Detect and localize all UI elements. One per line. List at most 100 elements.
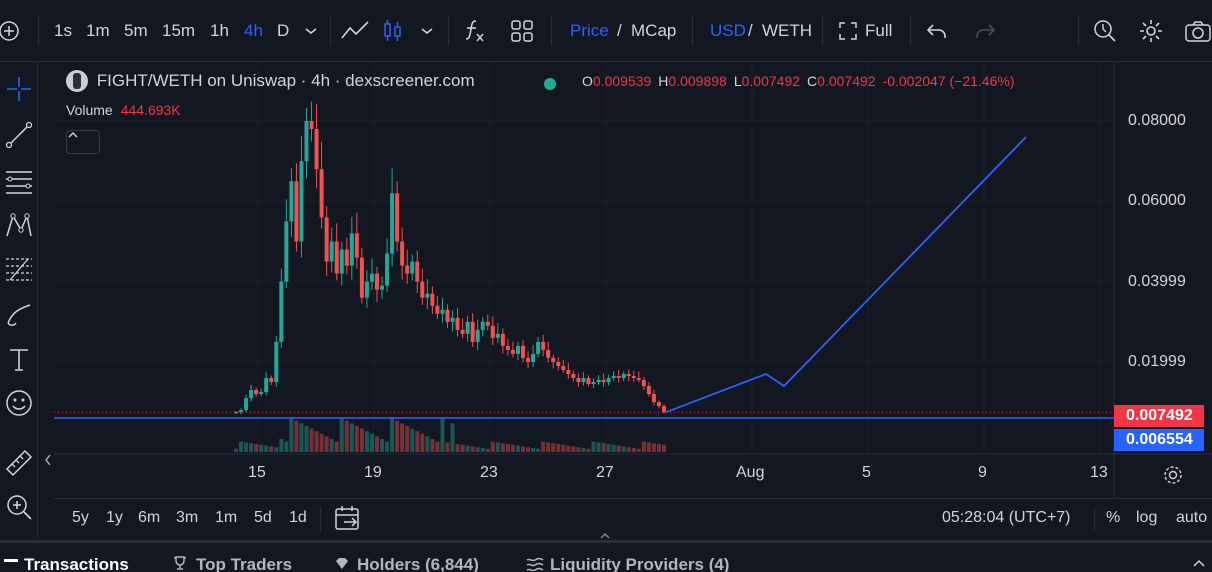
interval-15m[interactable]: 15m [162, 21, 196, 40]
range-1d[interactable]: 1d [289, 509, 307, 526]
redo-icon[interactable] [974, 0, 996, 62]
candle-body [299, 161, 304, 242]
fullscreen-button[interactable]: Full [865, 21, 893, 40]
expand-panel-chevron-icon[interactable] [1192, 555, 1206, 572]
volume-bar [269, 446, 274, 452]
price-chart[interactable]: FIGHT/WETH on Uniswap · 4h · dexscreener… [54, 62, 1212, 498]
candle-body [324, 217, 329, 262]
go-to-date-icon[interactable] [334, 505, 362, 536]
candle-body [561, 365, 566, 370]
range-3m[interactable]: 3m [176, 509, 199, 526]
layout-grid-icon[interactable] [510, 0, 534, 62]
axis-settings-gear-icon[interactable] [1162, 464, 1184, 486]
volume-bar [490, 441, 495, 452]
interval-1h[interactable]: 1h [210, 21, 229, 40]
mcap-toggle[interactable]: MCap [631, 21, 677, 40]
candle-body [510, 349, 515, 354]
candle-body [339, 249, 344, 274]
x-tick-label: Aug [736, 464, 765, 481]
toolbar-divider [38, 16, 39, 46]
chart-toolbar: 1s 1m 5m 15m 1h 4h D Price / MCap USD / … [0, 0, 1212, 62]
chart-type-chevron-icon[interactable] [420, 0, 434, 62]
camera-screenshot-icon[interactable] [1184, 0, 1212, 62]
price-toggle[interactable]: Price [570, 21, 609, 40]
tab-transactions[interactable]: Transactions [24, 555, 129, 572]
indicators-fx-icon[interactable] [462, 0, 486, 62]
text-tool-icon[interactable] [2, 342, 36, 376]
crosshair-icon[interactable] [2, 72, 36, 106]
ohlc-values: O0.009539 H0.009898 L0.007492 C0.007492 -0.0… [582, 73, 1015, 89]
volume-bar [294, 420, 299, 452]
volume-bar [309, 428, 314, 452]
candle-body [369, 273, 374, 282]
tab-top-traders[interactable]: Top Traders [196, 555, 293, 572]
candle-body [460, 329, 465, 334]
range-1y[interactable]: 1y [106, 509, 123, 526]
weth-toggle[interactable]: WETH [762, 21, 813, 40]
volume-bar [576, 447, 581, 452]
candle-body [546, 349, 551, 358]
volume-bar [621, 446, 626, 452]
volume-bar [566, 445, 571, 452]
undo-icon[interactable] [926, 0, 948, 62]
collapse-legend-button[interactable] [66, 130, 100, 154]
candle-body [420, 281, 425, 298]
volume-bar [450, 423, 455, 452]
range-1m[interactable]: 1m [215, 509, 238, 526]
volume-bar [259, 444, 264, 452]
log-scale-toggle[interactable]: log [1136, 509, 1158, 526]
range-5y[interactable]: 5y [72, 509, 89, 526]
ruler-measure-icon[interactable] [2, 446, 36, 480]
candle-body [541, 341, 546, 350]
x-tick-label: 27 [596, 464, 614, 481]
interval-d[interactable]: D [277, 21, 290, 40]
horizontal-lines-icon[interactable] [2, 164, 36, 198]
candle-body [390, 193, 395, 254]
volume-bar [314, 431, 319, 452]
fib-levels-icon[interactable] [2, 252, 36, 286]
interval-4h[interactable]: 4h [244, 21, 263, 40]
interval-1m[interactable]: 1m [86, 21, 110, 40]
volume-bar [380, 439, 385, 452]
line-chart-icon[interactable] [340, 0, 370, 62]
interval-1s[interactable]: 1s [54, 21, 72, 40]
auto-scale-toggle[interactable]: auto [1176, 509, 1208, 526]
zoom-in-icon[interactable] [2, 490, 36, 524]
volume-bar [616, 445, 621, 452]
volume-bar [400, 423, 405, 452]
fullscreen-icon[interactable] [838, 0, 858, 62]
percent-scale-toggle[interactable]: % [1106, 509, 1121, 526]
usd-toggle[interactable]: USD [710, 21, 746, 40]
trend-line-icon[interactable] [2, 118, 36, 152]
range-6m[interactable]: 6m [138, 509, 161, 526]
volume-bar [581, 448, 586, 452]
clock-timezone[interactable]: 05:28:04 (UTC+7) [942, 509, 1071, 526]
volume-bar [420, 433, 425, 452]
quick-search-icon[interactable] [1092, 0, 1118, 62]
range-5d[interactable]: 5d [254, 509, 272, 526]
candle-body [415, 261, 420, 282]
tab-liquidity-providers[interactable]: Liquidity Providers (4) [550, 555, 730, 572]
low-label: L [733, 73, 742, 89]
volume-bar [631, 448, 636, 452]
pattern-tool-icon[interactable] [2, 208, 36, 242]
candle-body [596, 380, 601, 383]
candle-body [536, 341, 541, 354]
collapse-toolbar-chevron-icon[interactable] [42, 448, 54, 472]
emoji-icon[interactable] [2, 386, 36, 420]
candles-icon[interactable] [382, 0, 404, 62]
candle-body [274, 341, 279, 383]
tab-holders[interactable]: Holders (6,844) [357, 555, 479, 572]
candle-body [264, 378, 269, 393]
settings-gear-icon[interactable] [1138, 0, 1164, 62]
candle-body [551, 357, 556, 362]
token-logo-icon [66, 70, 88, 92]
chart-canvas[interactable] [54, 62, 1212, 498]
add-symbol-icon[interactable] [0, 0, 22, 62]
brush-icon[interactable] [2, 298, 36, 332]
interval-5m[interactable]: 5m [124, 21, 148, 40]
volume-bar [470, 446, 475, 452]
candle-body [304, 121, 309, 162]
symbol-title[interactable]: FIGHT/WETH on Uniswap · 4h · dexscreener… [96, 71, 475, 90]
interval-dropdown-chevron-icon[interactable] [304, 0, 318, 62]
